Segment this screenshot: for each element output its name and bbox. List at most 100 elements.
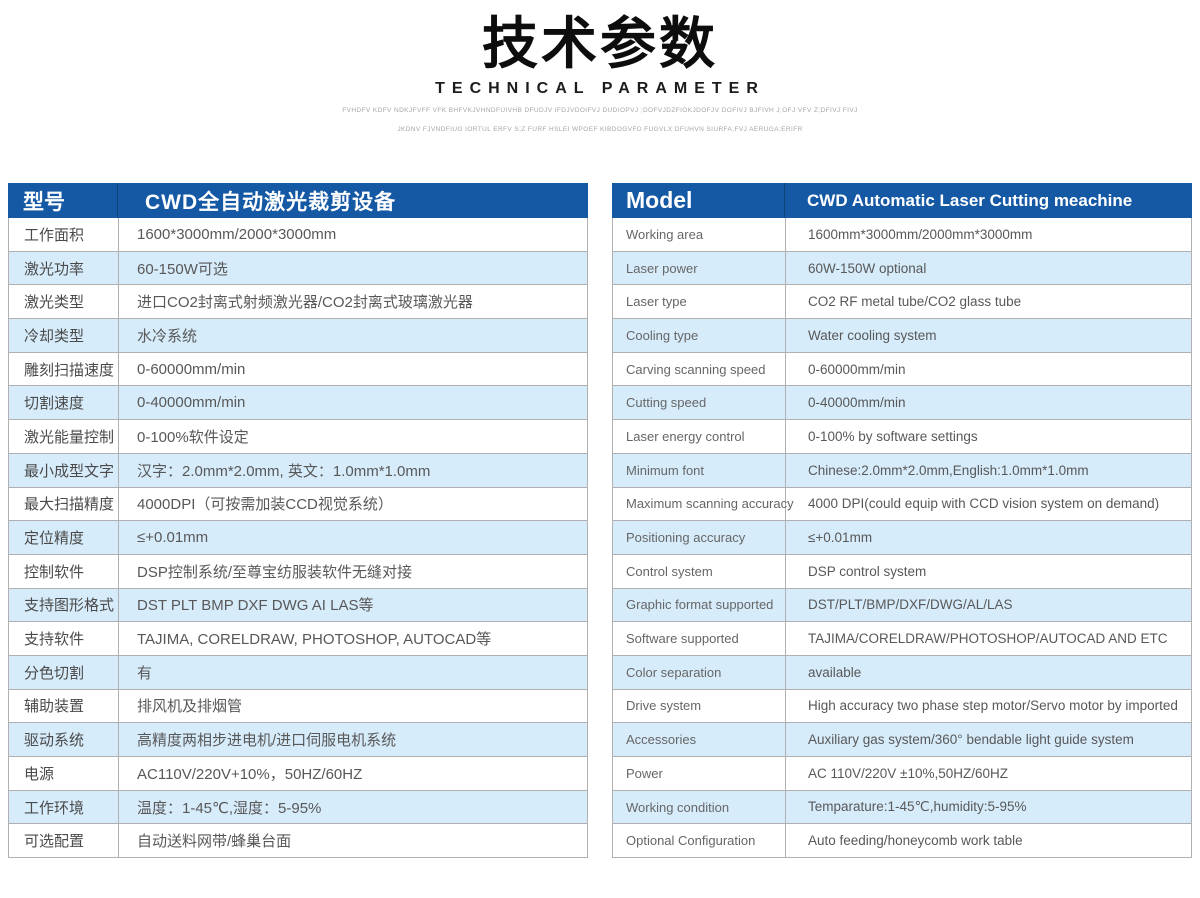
row-label: Working condition <box>613 790 786 824</box>
table-row: Drive system High accuracy two phase step… <box>613 689 1191 724</box>
row-label: Control system <box>613 554 786 588</box>
row-value: CO2 RF metal tube/CO2 glass tube <box>808 294 1022 310</box>
row-value: TAJIMA/CORELDRAW/PHOTOSHOP/AUTOCAD AND E… <box>808 631 1168 647</box>
table-row: 可选配置 自动送料网带/蜂巢台面 <box>9 824 587 859</box>
decorative-text-line-2: JKDNV FJVNDFIUG IORTUL ERFV S;Z FURF HSL… <box>397 126 803 133</box>
row-value: available <box>808 664 862 680</box>
row-label: Color separation <box>613 655 786 689</box>
row-label: 驱动系统 <box>9 723 119 756</box>
table-row: 支持软件 TAJIMA, CORELDRAW, PHOTOSHOP, AUTOCA… <box>9 622 587 656</box>
table-row: 工作面积 1600*3000mm/2000*3000mm <box>9 218 587 252</box>
row-value: DSP control system <box>808 563 927 579</box>
row-label: 激光功率 <box>9 251 119 285</box>
row-value: Chinese:2.0mm*2.0mm,English:1.0mm*1.0mm <box>808 462 1089 478</box>
table-row: 雕刻扫描速度 0-60000mm/min <box>9 352 587 387</box>
table-row: 激光类型 进口CO2封离式射频激光器/CO2封离式玻璃激光器 <box>9 285 587 320</box>
row-label: 定位精度 <box>9 521 119 554</box>
row-label: 冷却类型 <box>9 319 119 352</box>
row-value: 汉字：2.0mm*2.0mm, 英文：1.0mm*1.0mm <box>137 462 431 480</box>
table-row: Working area 1600mm*3000mm/2000mm*3000mm <box>613 218 1191 252</box>
table-row: Laser power 60W-150W optional <box>613 251 1191 286</box>
spec-tables: 型号 CWD全自动激光裁剪设备 工作面积 1600*3000mm/2000*300… <box>8 183 1192 859</box>
row-value: AC 110V/220V ±10%,50HZ/60HZ <box>808 765 1009 781</box>
table-row: Cooling type Water cooling system <box>613 319 1191 353</box>
header-value: CWD Automatic Laser Cutting meachine <box>807 190 1133 210</box>
row-value: DST/PLT/BMP/DXF/DWG/AL/LAS <box>808 597 1013 613</box>
table-row: Control system DSP control system <box>613 554 1191 589</box>
table-header-english: Model CWD Automatic Laser Cutting meachi… <box>612 183 1192 218</box>
table-row: 支持图形格式 DST PLT BMP DXF DWG AI LAS等 <box>9 588 587 623</box>
row-label: 电源 <box>9 757 119 790</box>
row-label: Cooling type <box>613 319 786 352</box>
page-title: 技术参数 <box>482 12 718 75</box>
table-row: Color separation available <box>613 655 1191 690</box>
row-value: 0-40000mm/min <box>137 394 246 412</box>
row-value: 水冷系统 <box>137 327 198 345</box>
row-label: Drive system <box>613 689 786 723</box>
row-label: 雕刻扫描速度 <box>9 352 119 386</box>
row-label: Minimum font <box>613 453 786 487</box>
row-value: 0-60000mm/min <box>808 361 906 377</box>
spec-table-chinese: 型号 CWD全自动激光裁剪设备 工作面积 1600*3000mm/2000*300… <box>8 183 588 859</box>
row-value: 0-60000mm/min <box>137 360 246 378</box>
row-value: 温度：1-45℃,湿度：5-95% <box>137 799 322 817</box>
row-value: 1600*3000mm/2000*3000mm <box>137 225 337 243</box>
table-row: 激光功率 60-150W可选 <box>9 251 587 286</box>
row-value: Temparature:1-45℃,humidity:5-95% <box>808 799 1027 815</box>
row-label: Positioning accuracy <box>613 521 786 554</box>
row-label: Optional Configuration <box>613 824 786 858</box>
row-label: Software supported <box>613 622 786 655</box>
row-value: DST PLT BMP DXF DWG AI LAS等 <box>137 597 374 615</box>
row-label: Maximum scanning accuracy <box>613 487 794 521</box>
table-row: Cutting speed 0-40000mm/min <box>613 386 1191 421</box>
row-label: Graphic format supported <box>613 588 786 622</box>
table-row: Software supported TAJIMA/CORELDRAW/PHOTO… <box>613 622 1191 656</box>
table-row: Power AC 110V/220V ±10%,50HZ/60HZ <box>613 757 1191 791</box>
table-row: 电源 AC110V/220V+10%，50HZ/60HZ <box>9 757 587 791</box>
row-label: Accessories <box>613 723 786 756</box>
page-subtitle: TECHNICAL PARAMETER <box>435 80 765 97</box>
table-row: Laser type CO2 RF metal tube/CO2 glass tu… <box>613 285 1191 320</box>
table-row: Carving scanning speed 0-60000mm/min <box>613 352 1191 387</box>
row-label: Cutting speed <box>613 386 786 420</box>
row-value: Auxiliary gas system/360° bendable light… <box>808 732 1134 748</box>
row-value: 0-40000mm/min <box>808 395 906 411</box>
table-body-english: Working area 1600mm*3000mm/2000mm*3000mm L… <box>612 218 1192 859</box>
table-header-chinese: 型号 CWD全自动激光裁剪设备 <box>8 183 588 218</box>
row-value: TAJIMA, CORELDRAW, PHOTOSHOP, AUTOCAD等 <box>137 631 492 649</box>
row-value: DSP控制系统/至尊宝纺服装软件无缝对接 <box>137 563 413 581</box>
row-label: 激光类型 <box>9 285 119 319</box>
row-label: 控制软件 <box>9 554 119 588</box>
table-body-chinese: 工作面积 1600*3000mm/2000*3000mm 激光功率 60-150W可选… <box>8 218 588 859</box>
row-value: 自动送料网带/蜂巢台面 <box>137 833 292 851</box>
table-row: 最大扫描精度 4000DPI（可按需加装CCD视觉系统） <box>9 487 587 522</box>
row-label: 激光能量控制 <box>9 420 119 453</box>
row-label: 最小成型文字 <box>9 453 119 487</box>
row-value: 1600mm*3000mm/2000mm*3000mm <box>808 226 1033 242</box>
row-value: ≤+0.01mm <box>808 530 873 546</box>
row-label: Laser power <box>613 251 786 285</box>
header-label: Model <box>612 183 785 218</box>
row-label: 最大扫描精度 <box>9 487 119 521</box>
table-row: 辅助装置 排风机及排烟管 <box>9 689 587 724</box>
table-row: Positioning accuracy ≤+0.01mm <box>613 521 1191 555</box>
row-value: 4000DPI（可按需加装CCD视觉系统） <box>137 496 393 514</box>
header-label: 型号 <box>8 183 118 218</box>
decorative-text-line-1: FVHDFV KDFV NDKJFVFF VFK BHFVKJVHNDFUIVH… <box>342 107 858 114</box>
row-value: 60-150W可选 <box>137 260 228 278</box>
table-row: 驱动系统 高精度两相步进电机/进口伺服电机系统 <box>9 723 587 757</box>
row-value: 有 <box>137 664 153 682</box>
table-row: 冷却类型 水冷系统 <box>9 319 587 353</box>
row-value: Auto feeding/honeycomb work table <box>808 833 1023 849</box>
row-label: Working area <box>613 218 786 251</box>
row-label: 切割速度 <box>9 386 119 420</box>
row-value: 0-100%软件设定 <box>137 428 249 446</box>
table-row: Graphic format supported DST/PLT/BMP/DXF/… <box>613 588 1191 623</box>
table-row: 控制软件 DSP控制系统/至尊宝纺服装软件无缝对接 <box>9 554 587 589</box>
table-row: 工作环境 温度：1-45℃,湿度：5-95% <box>9 790 587 825</box>
table-row: Maximum scanning accuracy 4000 DPI(could … <box>613 487 1191 522</box>
spec-table-english: Model CWD Automatic Laser Cutting meachi… <box>612 183 1192 859</box>
table-row: Accessories Auxiliary gas system/360° ben… <box>613 723 1191 757</box>
row-value: 60W-150W optional <box>808 260 927 276</box>
row-label: Carving scanning speed <box>613 352 786 386</box>
